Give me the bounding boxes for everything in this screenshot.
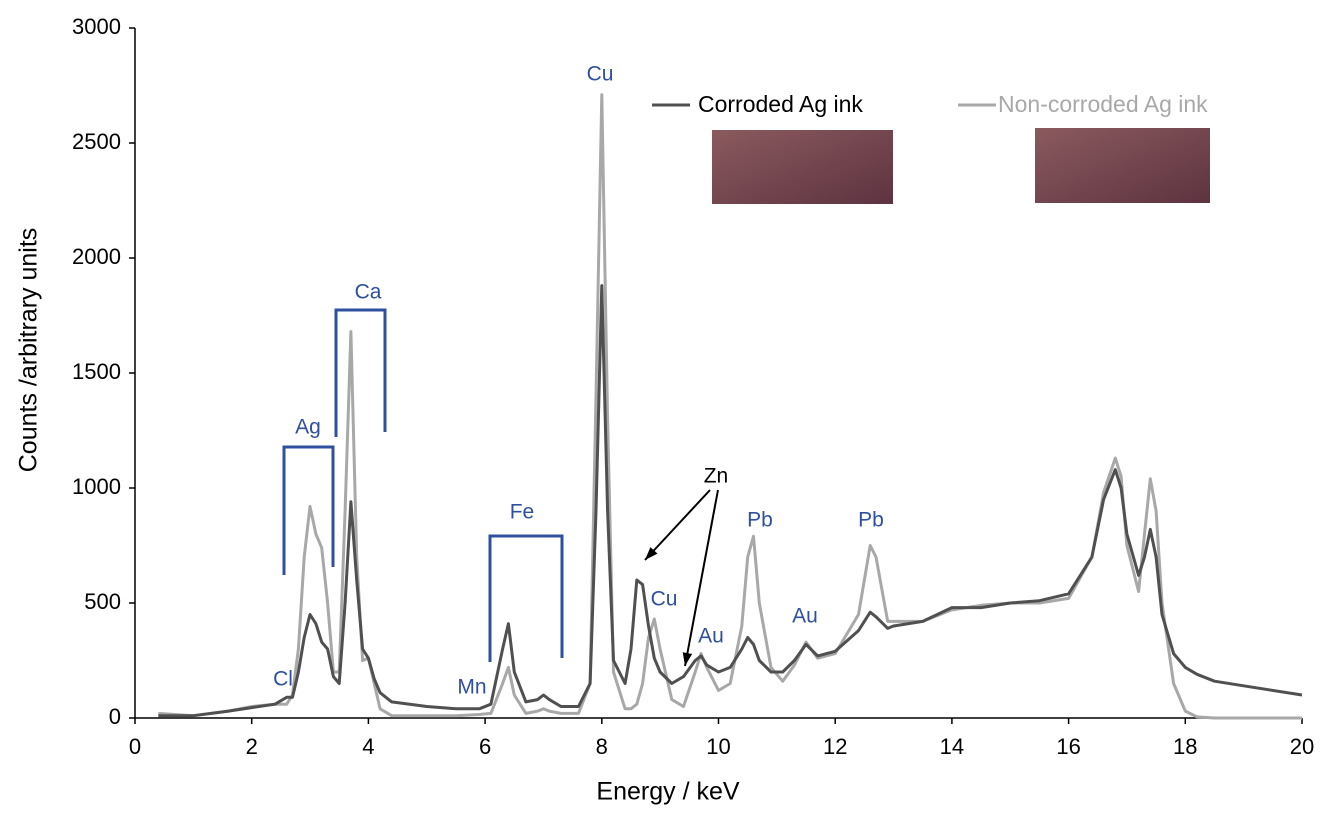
x-tick-label: 12 bbox=[823, 734, 847, 759]
peak-label: Mn bbox=[457, 676, 486, 699]
x-tick-label: 10 bbox=[706, 734, 730, 759]
inset-photo bbox=[1035, 128, 1210, 203]
y-tick-label: 3000 bbox=[72, 14, 121, 39]
peak-label: Pb bbox=[747, 509, 773, 532]
peak-label: Au bbox=[698, 625, 724, 648]
peak-label: Cu bbox=[651, 588, 678, 611]
x-tick-label: 14 bbox=[940, 734, 964, 759]
peak-bracket bbox=[334, 308, 387, 437]
peak-label: Au bbox=[792, 605, 818, 628]
peak-label: Cl bbox=[273, 668, 293, 691]
peak-label: Zn bbox=[704, 465, 729, 488]
legend-label: Non-corroded Ag ink bbox=[998, 91, 1208, 117]
y-tick-label: 1000 bbox=[72, 474, 121, 499]
peak-label: Pb bbox=[858, 509, 884, 532]
peak-label: Ca bbox=[355, 281, 382, 304]
y-tick-label: 500 bbox=[84, 589, 121, 614]
y-tick-label: 1500 bbox=[72, 359, 121, 384]
inset-photo bbox=[712, 130, 893, 204]
arrow-line bbox=[684, 489, 719, 667]
x-tick-label: 6 bbox=[479, 734, 491, 759]
series-line bbox=[158, 284, 1303, 718]
y-tick-label: 0 bbox=[109, 704, 121, 729]
arrow-head bbox=[682, 652, 693, 666]
x-tick-label: 0 bbox=[129, 734, 141, 759]
y-axis-label: Counts /arbitrary units bbox=[15, 228, 43, 473]
y-tick-label: 2500 bbox=[72, 129, 121, 154]
x-tick-label: 8 bbox=[596, 734, 608, 759]
x-axis-label: Energy / keV bbox=[596, 778, 739, 806]
peak-label: Cu bbox=[587, 63, 614, 86]
x-tick-label: 4 bbox=[362, 734, 374, 759]
legend-label: Corroded Ag ink bbox=[698, 91, 863, 117]
x-tick-label: 2 bbox=[246, 734, 258, 759]
x-tick-label: 18 bbox=[1173, 734, 1197, 759]
arrow-line bbox=[644, 489, 711, 561]
x-tick-label: 20 bbox=[1290, 734, 1314, 759]
y-tick-label: 2000 bbox=[72, 244, 121, 269]
arrow-head bbox=[645, 547, 658, 560]
peak-bracket bbox=[488, 534, 564, 662]
peak-bracket bbox=[282, 445, 335, 575]
peak-label: Ag bbox=[295, 416, 321, 439]
peak-label: Fe bbox=[510, 501, 535, 524]
x-tick-label: 16 bbox=[1056, 734, 1080, 759]
